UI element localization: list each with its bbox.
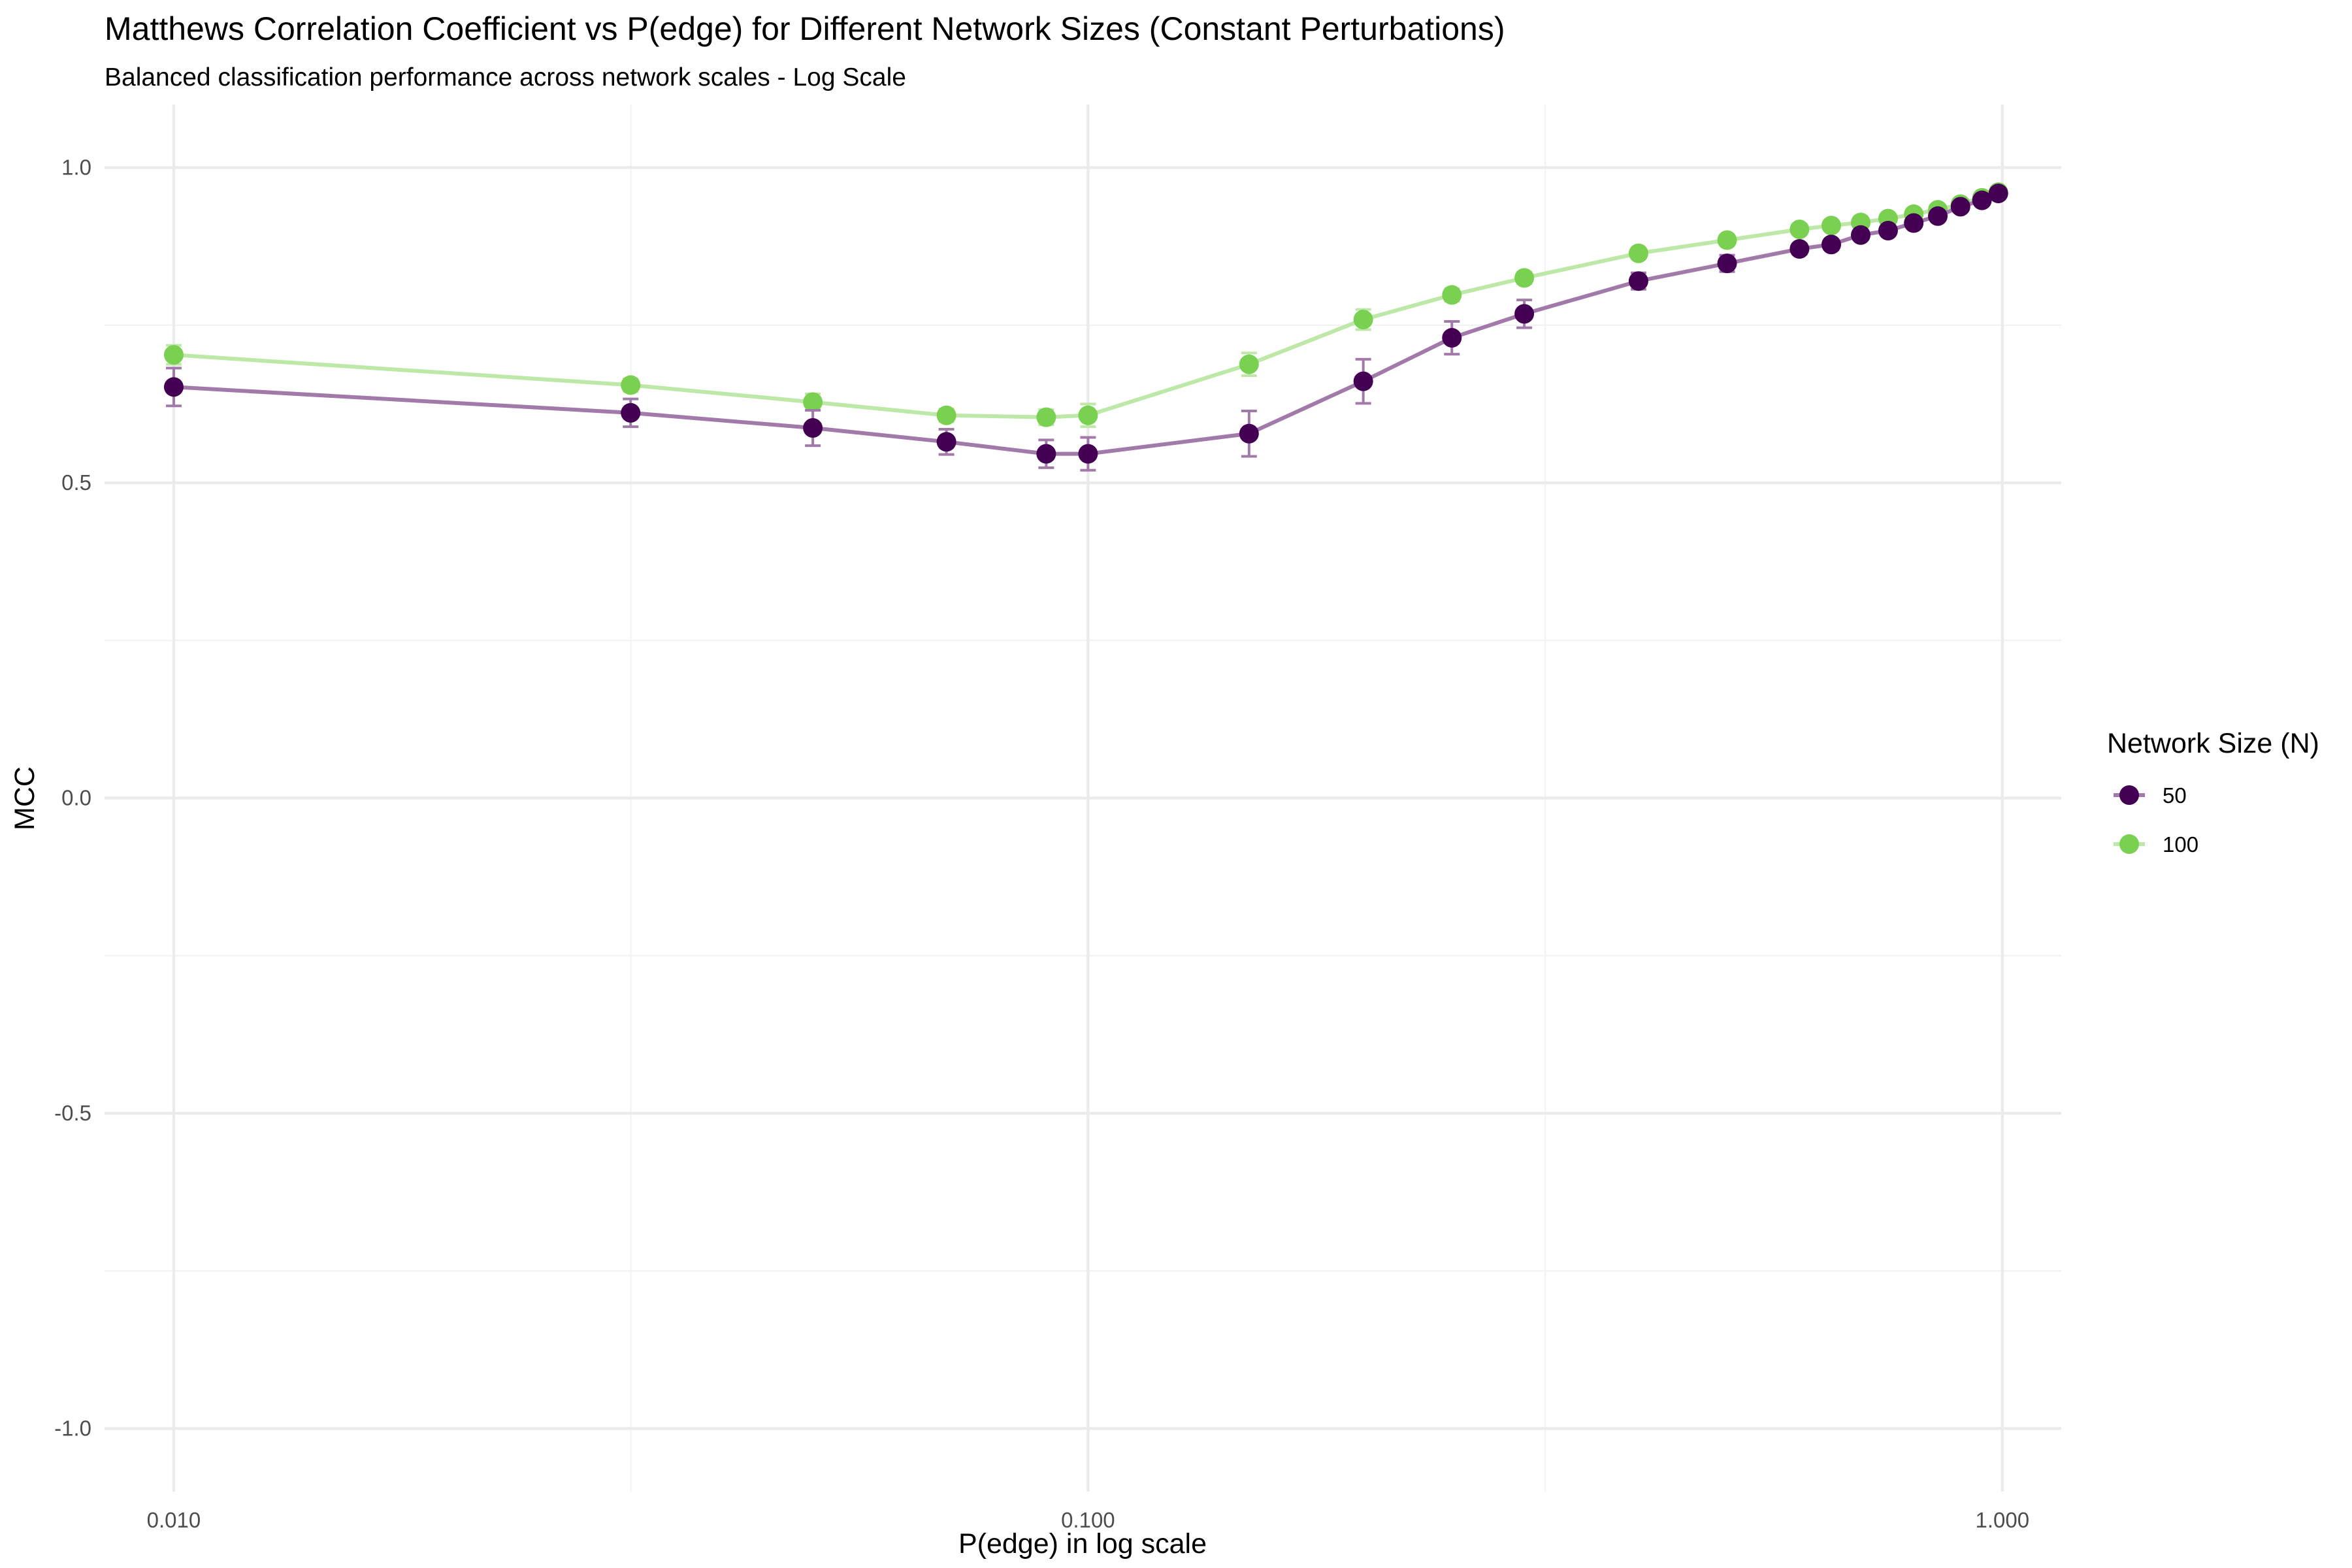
chart-title: Matthews Correlation Coefficient vs P(ed… [105,10,1505,47]
data-point [1442,285,1462,305]
legend-key-point [2119,834,2139,854]
data-point [1789,220,1810,240]
data-point [1717,230,1737,250]
legend-label: 50 [2163,783,2187,808]
chart-subtitle: Balanced classification performance acro… [105,63,906,91]
data-point [1851,225,1871,245]
data-point [1972,190,1992,210]
y-tick-label: 0.5 [61,470,91,495]
data-point [1628,271,1648,291]
data-point [1789,238,1810,259]
legend-item-100: 100 [2114,832,2198,857]
data-point [1514,304,1535,324]
data-point [803,392,823,412]
y-tick-label: -1.0 [54,1416,91,1441]
data-point [1239,423,1259,444]
data-point [1078,444,1098,464]
data-point [936,405,956,425]
data-point [1988,184,2008,204]
data-point [1904,213,1924,233]
series-layer [163,182,2008,472]
data-point [1442,328,1462,348]
data-point [1353,371,1373,391]
data-point [1717,253,1737,274]
data-point [1821,216,1841,236]
data-point [1036,444,1056,464]
data-point [1928,206,1948,226]
legend: Network Size (N) 50 100 [2107,728,2319,857]
data-point [163,345,184,365]
data-point [621,375,641,395]
series-50 [163,184,2008,472]
data-point [1821,235,1841,255]
data-point [1950,197,1970,217]
data-point [1878,221,1898,240]
legend-label: 100 [2163,832,2198,857]
grid-layer [105,105,2061,1492]
data-point [163,377,184,397]
data-point [936,432,956,452]
x-tick-label: 1.000 [1975,1508,2029,1532]
legend-item-50: 50 [2114,783,2187,808]
data-point [1353,310,1373,330]
y-tick-label: 1.0 [61,155,91,180]
y-tick-label: -0.5 [54,1101,91,1125]
y-tick-label: 0.0 [61,786,91,810]
x-axis-title: P(edge) in log scale [958,1528,1207,1560]
data-point [803,418,823,438]
x-tick-label: 0.100 [1061,1508,1115,1532]
data-point [1514,268,1535,288]
data-point [621,402,641,423]
tick-labels: 0.010 0.100 1.000 1.0 0.5 0.0 -0.5 -1.0 [54,155,2029,1533]
data-point [1628,243,1648,263]
data-point [1036,407,1056,427]
legend-items: 50 100 [2114,783,2198,857]
data-point [1078,405,1098,425]
x-tick-label: 0.010 [147,1508,201,1532]
y-axis-title: MCC [9,766,41,830]
legend-key-point [2119,785,2139,805]
legend-title: Network Size (N) [2107,728,2319,759]
data-point [1239,354,1259,374]
